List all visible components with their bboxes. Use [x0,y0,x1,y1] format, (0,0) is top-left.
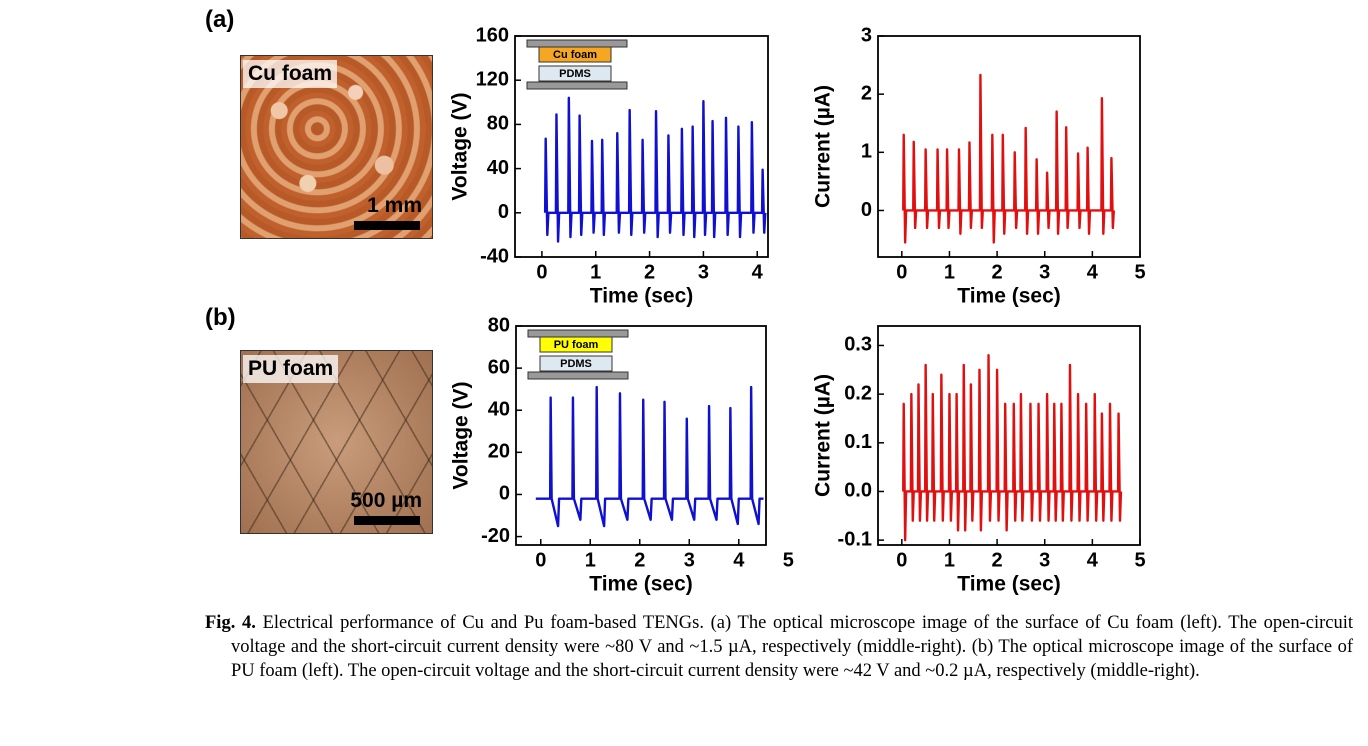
scale-label: 500 µm [350,489,422,512]
pdms-layer [538,65,612,82]
caption-text: Electrical performance of Cu and Pu foam… [231,613,1354,681]
x-tick-label: 3 [684,549,695,571]
y-tick-label: 0 [861,199,872,221]
y-axis-label: Voltage (V) [449,92,472,200]
inset-label: Cu foam [553,49,597,61]
caption-label: Fig. 4. [205,613,256,633]
plot-frame [515,325,767,546]
y-tick-label: 0.0 [844,480,872,502]
inset-label: PDMS [559,68,591,80]
y-tick-label: 1 [861,141,872,163]
y-axis-label: Voltage (V) [450,381,473,489]
data-line [535,385,764,528]
microscope-image: PU foam 500 µm [240,350,433,534]
y-tick-label: 3 [861,24,872,46]
plot-frame [877,35,1141,258]
x-tick-label: 4 [733,549,745,571]
electrode [527,329,629,338]
y-tick-label: -0.1 [838,528,872,550]
x-axis-label: Time (sec) [590,285,694,308]
x-tick-label: 1 [944,549,955,571]
scale-label: 1 mm [367,194,422,217]
y-tick-label: -20 [481,525,510,547]
y-tick-label: 160 [476,24,509,46]
x-tick-label: 3 [698,261,709,283]
foam-layer [539,336,613,353]
y-axis-label: Current (µA) [812,85,835,208]
y-tick-label: 60 [488,356,510,378]
electrode [526,39,628,48]
x-tick-label: 2 [992,549,1003,571]
y-tick-label: 40 [488,399,510,421]
data-line [543,96,767,243]
x-tick-label: 5 [783,549,794,571]
y-tick-label: 0.3 [844,334,872,356]
x-axis-label: Time (sec) [957,285,1061,308]
plot-frame [877,325,1141,546]
x-tick-label: 1 [944,261,955,283]
electrode [527,371,629,380]
image-label: PU foam [243,355,339,383]
x-tick-label: 3 [1039,261,1050,283]
panel-label: (a) [205,6,235,33]
x-axis-label: Time (sec) [589,573,693,596]
scale-bar [354,221,420,230]
x-tick-label: 0 [896,261,907,283]
y-tick-label: 0.1 [844,431,872,453]
y-tick-label: 0 [499,483,510,505]
plot-frame [514,35,769,258]
y-tick-label: 2 [861,82,872,104]
x-tick-label: 0 [896,549,907,571]
x-tick-label: 1 [590,261,601,283]
inset-label: PDMS [560,358,592,370]
y-tick-label: 0.2 [844,382,872,404]
x-tick-label: 4 [1087,549,1099,571]
foam-layer [538,46,612,63]
x-tick-label: 2 [992,261,1003,283]
x-tick-label: 1 [585,549,596,571]
x-tick-label: 3 [1039,549,1050,571]
x-tick-label: 0 [535,549,546,571]
x-tick-label: 2 [644,261,655,283]
y-tick-label: 20 [488,441,510,463]
x-tick-label: 0 [536,261,547,283]
y-tick-label: 80 [488,314,510,336]
y-tick-label: -40 [480,245,509,267]
scale-bar [354,516,420,525]
image-label: Cu foam [243,60,337,88]
pdms-layer [539,355,613,372]
x-axis-label: Time (sec) [957,573,1061,596]
y-axis-label: Current (µA) [812,374,835,497]
x-tick-label: 4 [752,261,764,283]
data-line [902,354,1123,542]
x-tick-label: 2 [634,549,645,571]
y-tick-label: 0 [498,201,509,223]
panel-label: (b) [205,304,236,331]
x-tick-label: 5 [1134,549,1145,571]
x-tick-label: 4 [1087,261,1099,283]
x-tick-label: 5 [1134,261,1145,283]
y-tick-label: 120 [476,68,509,90]
electrode [526,81,628,90]
y-tick-label: 80 [487,113,509,135]
caption: Fig. 4. Electrical performance of Cu and… [205,611,1353,683]
microscope-image: Cu foam 1 mm [240,55,433,239]
y-tick-label: 40 [487,157,509,179]
inset-label: PU foam [554,339,599,351]
data-line [902,73,1115,244]
